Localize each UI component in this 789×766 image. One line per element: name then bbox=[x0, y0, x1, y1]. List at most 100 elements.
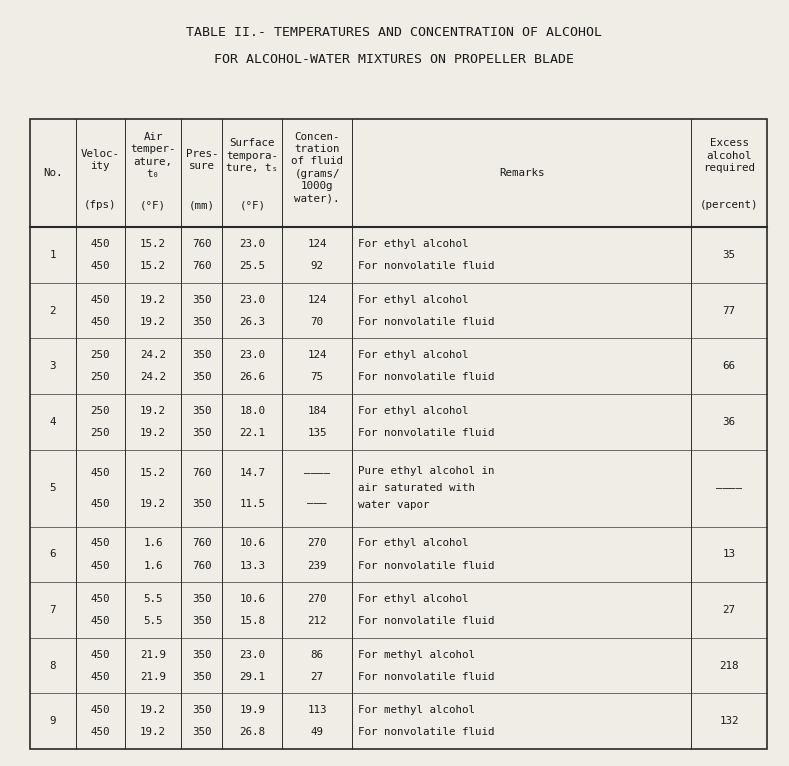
Text: 18.0: 18.0 bbox=[240, 406, 265, 416]
Text: For methyl alcohol: For methyl alcohol bbox=[358, 705, 475, 715]
Text: (mm): (mm) bbox=[189, 201, 215, 211]
Text: 450: 450 bbox=[91, 705, 110, 715]
Text: ———: ——— bbox=[308, 499, 327, 509]
Text: 270: 270 bbox=[308, 594, 327, 604]
Text: 350: 350 bbox=[193, 499, 211, 509]
Text: (percent): (percent) bbox=[700, 201, 758, 211]
Text: 350: 350 bbox=[193, 650, 211, 660]
Text: 26.8: 26.8 bbox=[240, 728, 265, 738]
Text: 450: 450 bbox=[91, 650, 110, 660]
Text: For ethyl alcohol: For ethyl alcohol bbox=[358, 239, 469, 249]
Text: 450: 450 bbox=[91, 672, 110, 682]
Text: 19.9: 19.9 bbox=[240, 705, 265, 715]
Text: 760: 760 bbox=[193, 561, 211, 571]
Text: 212: 212 bbox=[308, 616, 327, 626]
Text: 450: 450 bbox=[91, 499, 110, 509]
Text: 13.3: 13.3 bbox=[240, 561, 265, 571]
Text: 760: 760 bbox=[193, 239, 211, 249]
Text: 14.7: 14.7 bbox=[240, 468, 265, 478]
Text: 19.2: 19.2 bbox=[140, 499, 166, 509]
Text: 250: 250 bbox=[91, 428, 110, 438]
Text: 184: 184 bbox=[308, 406, 327, 416]
Text: Excess
alcohol
required: Excess alcohol required bbox=[703, 138, 755, 173]
Text: 5: 5 bbox=[50, 483, 56, 493]
Text: 10.6: 10.6 bbox=[240, 594, 265, 604]
Text: 270: 270 bbox=[308, 538, 327, 548]
Text: 350: 350 bbox=[193, 672, 211, 682]
Text: 1.6: 1.6 bbox=[144, 538, 163, 548]
Text: 21.9: 21.9 bbox=[140, 650, 166, 660]
Text: 450: 450 bbox=[91, 616, 110, 626]
Text: 239: 239 bbox=[308, 561, 327, 571]
Text: 3: 3 bbox=[50, 362, 56, 372]
Text: Remarks: Remarks bbox=[499, 168, 544, 178]
Text: For nonvolatile fluid: For nonvolatile fluid bbox=[358, 372, 495, 382]
Text: 5.5: 5.5 bbox=[144, 594, 163, 604]
Text: 350: 350 bbox=[193, 594, 211, 604]
Text: 23.0: 23.0 bbox=[240, 294, 265, 305]
Text: 19.2: 19.2 bbox=[140, 705, 166, 715]
Text: Pres-
sure: Pres- sure bbox=[185, 149, 219, 171]
Text: 450: 450 bbox=[91, 728, 110, 738]
Text: 350: 350 bbox=[193, 406, 211, 416]
Text: 36: 36 bbox=[723, 417, 735, 427]
Text: For ethyl alcohol: For ethyl alcohol bbox=[358, 594, 469, 604]
Text: 10.6: 10.6 bbox=[240, 538, 265, 548]
Text: 19.2: 19.2 bbox=[140, 294, 166, 305]
Text: 4: 4 bbox=[50, 417, 56, 427]
Text: 15.2: 15.2 bbox=[140, 261, 166, 271]
Text: For nonvolatile fluid: For nonvolatile fluid bbox=[358, 428, 495, 438]
Text: Pure ethyl alcohol in: Pure ethyl alcohol in bbox=[358, 466, 495, 476]
Text: 450: 450 bbox=[91, 261, 110, 271]
Text: Surface
tempora-
ture, tₛ: Surface tempora- ture, tₛ bbox=[226, 138, 279, 173]
Text: 135: 135 bbox=[308, 428, 327, 438]
Text: (°F): (°F) bbox=[140, 201, 166, 211]
Text: For nonvolatile fluid: For nonvolatile fluid bbox=[358, 317, 495, 327]
Text: 5.5: 5.5 bbox=[144, 616, 163, 626]
Text: 27: 27 bbox=[311, 672, 323, 682]
Text: 350: 350 bbox=[193, 317, 211, 327]
Text: 218: 218 bbox=[720, 660, 739, 671]
Text: For ethyl alcohol: For ethyl alcohol bbox=[358, 406, 469, 416]
Text: 26.3: 26.3 bbox=[240, 317, 265, 327]
Text: 350: 350 bbox=[193, 350, 211, 360]
Bar bbox=[30, 119, 767, 749]
Text: No.: No. bbox=[43, 168, 62, 178]
Text: For ethyl alcohol: For ethyl alcohol bbox=[358, 294, 469, 305]
Text: 15.2: 15.2 bbox=[140, 468, 166, 478]
Text: ————: ———— bbox=[305, 468, 330, 478]
Text: 350: 350 bbox=[193, 728, 211, 738]
Text: 15.8: 15.8 bbox=[240, 616, 265, 626]
Text: 450: 450 bbox=[91, 594, 110, 604]
Text: 124: 124 bbox=[308, 239, 327, 249]
Text: 760: 760 bbox=[193, 538, 211, 548]
Text: 8: 8 bbox=[50, 660, 56, 671]
Text: For nonvolatile fluid: For nonvolatile fluid bbox=[358, 561, 495, 571]
Text: For ethyl alcohol: For ethyl alcohol bbox=[358, 350, 469, 360]
Text: 15.2: 15.2 bbox=[140, 239, 166, 249]
Text: 113: 113 bbox=[308, 705, 327, 715]
Text: 350: 350 bbox=[193, 294, 211, 305]
Text: 24.2: 24.2 bbox=[140, 350, 166, 360]
Text: Veloc-
ity: Veloc- ity bbox=[80, 149, 120, 171]
Text: 35: 35 bbox=[723, 250, 735, 260]
Text: 23.0: 23.0 bbox=[240, 239, 265, 249]
Text: 450: 450 bbox=[91, 468, 110, 478]
Text: (fps): (fps) bbox=[84, 201, 117, 211]
Text: 49: 49 bbox=[311, 728, 323, 738]
Text: Air
temper-
ature,
t₀: Air temper- ature, t₀ bbox=[130, 132, 176, 179]
Text: 450: 450 bbox=[91, 317, 110, 327]
Text: 450: 450 bbox=[91, 294, 110, 305]
Text: 77: 77 bbox=[723, 306, 735, 316]
Text: 23.0: 23.0 bbox=[240, 650, 265, 660]
Text: 7: 7 bbox=[50, 605, 56, 615]
Text: 1.6: 1.6 bbox=[144, 561, 163, 571]
Text: 350: 350 bbox=[193, 372, 211, 382]
Text: For methyl alcohol: For methyl alcohol bbox=[358, 650, 475, 660]
Text: 86: 86 bbox=[311, 650, 323, 660]
Text: 19.2: 19.2 bbox=[140, 428, 166, 438]
Text: 75: 75 bbox=[311, 372, 323, 382]
Text: 124: 124 bbox=[308, 350, 327, 360]
Text: 21.9: 21.9 bbox=[140, 672, 166, 682]
Text: For nonvolatile fluid: For nonvolatile fluid bbox=[358, 672, 495, 682]
